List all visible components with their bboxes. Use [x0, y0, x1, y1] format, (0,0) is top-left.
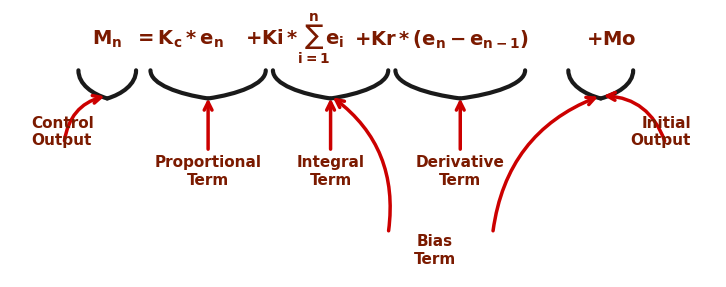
- Text: $\mathbf{M_n}$: $\mathbf{M_n}$: [92, 29, 123, 50]
- Text: Integral
Term: Integral Term: [297, 156, 364, 188]
- Text: Control
Output: Control Output: [32, 116, 94, 148]
- Text: $\mathbf{+ Ki * \!\sum_{i=1}^{n}\! e_i}$: $\mathbf{+ Ki * \!\sum_{i=1}^{n}\! e_i}$: [245, 12, 344, 67]
- Text: $\mathbf{= K_c * e_n}$: $\mathbf{= K_c * e_n}$: [134, 29, 224, 50]
- Text: Derivative
Term: Derivative Term: [416, 156, 505, 188]
- Text: $\mathbf{+ Mo}$: $\mathbf{+ Mo}$: [587, 30, 637, 49]
- Text: $\mathbf{+ Kr * (e_n - e_{n-1})}$: $\mathbf{+ Kr * (e_n - e_{n-1})}$: [354, 28, 528, 51]
- Text: Initial
Output: Initial Output: [630, 116, 691, 148]
- Text: Proportional
Term: Proportional Term: [155, 156, 261, 188]
- Text: Bias
Term: Bias Term: [414, 234, 456, 267]
